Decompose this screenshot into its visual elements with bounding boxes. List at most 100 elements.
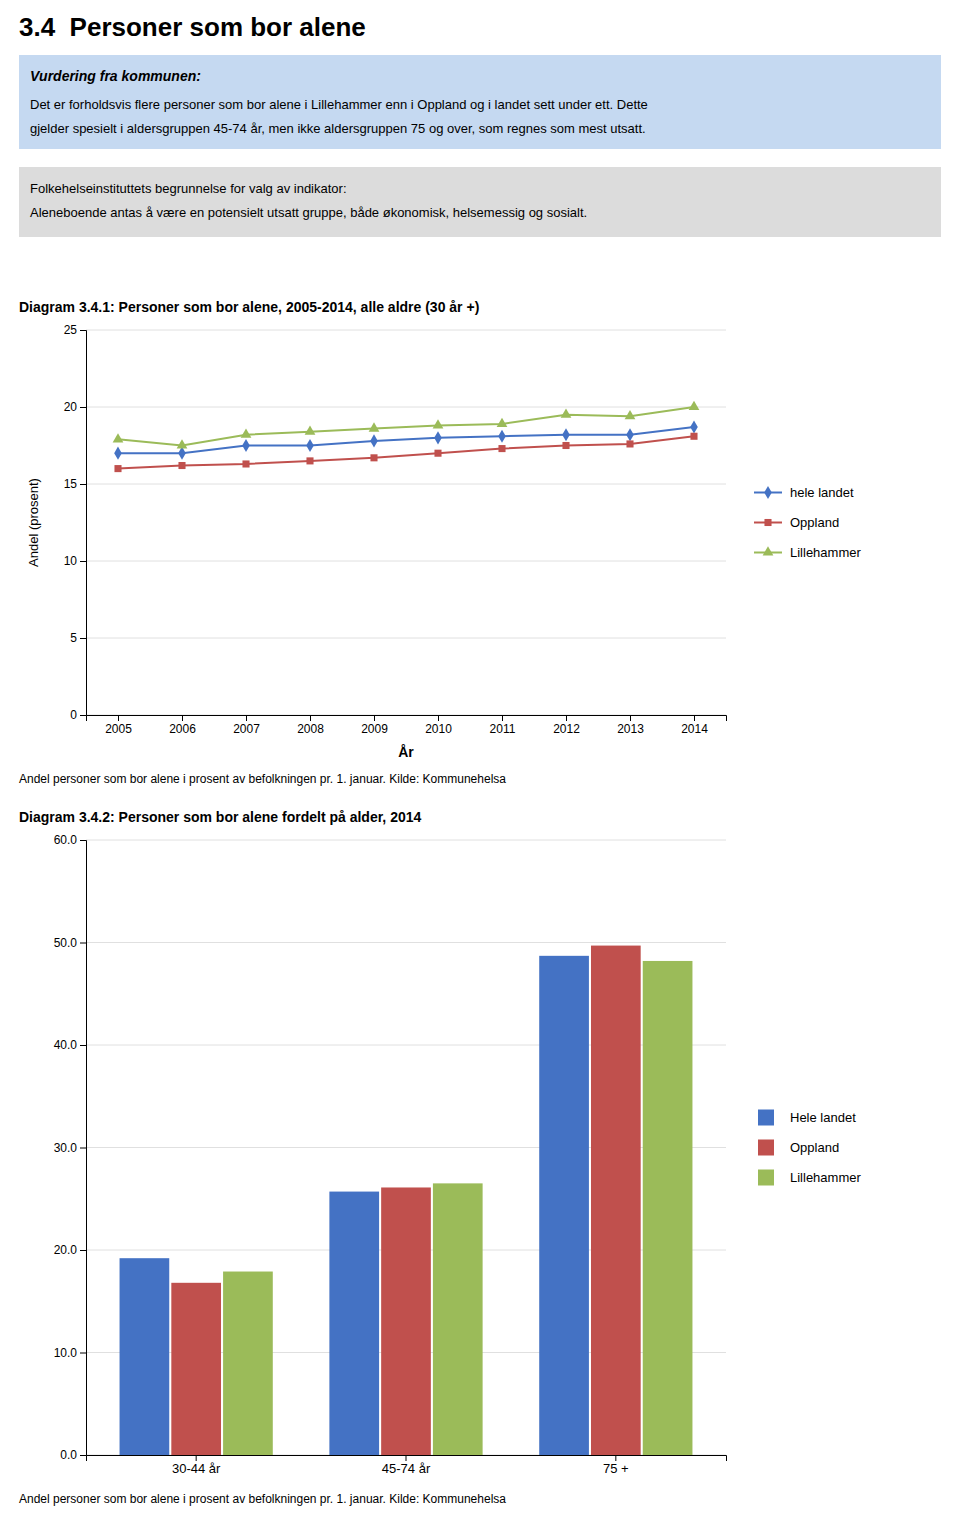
tick: 10 (64, 554, 86, 568)
tick-mark (80, 407, 86, 408)
tick-label: 30.0 (54, 1141, 78, 1155)
grid-line (86, 561, 726, 562)
bar (223, 1272, 273, 1455)
legend-swatch (758, 1110, 774, 1126)
grid-line (86, 942, 726, 943)
marker (626, 440, 633, 447)
bar (539, 956, 589, 1455)
chart: 0.010.020.030.040.050.060.030-44 år45-74… (19, 809, 861, 1506)
tick-label: 2006 (169, 722, 196, 736)
tick-mark (310, 715, 311, 721)
bar (329, 1192, 379, 1455)
series-line (118, 407, 694, 446)
y-axis: 0510152025 (64, 323, 87, 722)
bar (381, 1187, 431, 1455)
tick-mark (80, 840, 86, 841)
bar (171, 1283, 221, 1455)
bar (120, 1258, 170, 1455)
tick: 2005 (105, 715, 132, 736)
marker (241, 429, 252, 438)
text-box: Folkehelseinstituttets begrunnelse for v… (19, 167, 941, 237)
tick: 2014 (681, 715, 708, 736)
marker (434, 450, 441, 457)
marker (306, 457, 313, 464)
legend-swatch (758, 1140, 774, 1156)
tick-mark (438, 715, 439, 721)
tick-mark (196, 1455, 197, 1461)
marker (626, 428, 634, 441)
tick: 25 (64, 323, 86, 337)
text-box-line: gjelder spesielt i aldersgruppen 45-74 å… (30, 121, 646, 136)
tick-mark (615, 1455, 616, 1461)
bar (643, 961, 693, 1455)
tick-label: 0 (70, 708, 77, 722)
marker (178, 462, 185, 469)
text-box: Vurdering fra kommunen:Det er forholdsvi… (19, 55, 941, 149)
text-box-line: Aleneboende antas å være en potensielt u… (30, 205, 587, 220)
tick: 0.0 (60, 1448, 86, 1462)
plot-area (113, 401, 700, 472)
background (0, 0, 960, 1531)
x-axis: 30-44 år45-74 år75 + (87, 1455, 727, 1476)
bar (591, 946, 641, 1455)
marker (498, 430, 506, 443)
tick-label: 2013 (617, 722, 644, 736)
marker (177, 439, 188, 448)
tick: 10.0 (54, 1346, 86, 1360)
legend-item: Lillehammer (754, 545, 861, 560)
tick-label: 20 (64, 400, 78, 414)
tick: 60.0 (54, 833, 86, 847)
tick-label: 10.0 (54, 1346, 78, 1360)
legend-label: Hele landet (790, 1110, 856, 1125)
marker (625, 410, 636, 419)
grid-line (86, 840, 726, 841)
tick: 75 + (603, 1455, 629, 1476)
x-axis: 2005200620072008200920102011201220132014 (87, 715, 727, 736)
legend-marker (764, 486, 772, 499)
marker (689, 401, 700, 410)
axis-line (87, 1456, 727, 1462)
tick-mark (80, 330, 86, 331)
tick-label: 45-74 år (382, 1461, 431, 1476)
legend-swatch (758, 1170, 774, 1186)
marker (305, 425, 316, 434)
marker (370, 454, 377, 461)
text-box-line: Folkehelseinstituttets begrunnelse for v… (30, 181, 347, 196)
tick-label: 0.0 (60, 1448, 77, 1462)
tick-mark (80, 561, 86, 562)
tick: 2011 (490, 715, 516, 736)
marker (242, 460, 249, 467)
tick-label: 2010 (425, 722, 452, 736)
chart: 0510152025200520062007200820092010201120… (19, 299, 861, 786)
grid (86, 840, 726, 1455)
legend-item: Hele landet (758, 1110, 856, 1126)
axis-line (80, 331, 87, 716)
legend-item: Lillehammer (758, 1170, 861, 1186)
tick-label: 15 (64, 477, 78, 491)
legend-label: Lillehammer (790, 545, 861, 560)
marker (114, 447, 122, 460)
grid (86, 330, 726, 715)
chart-title: Diagram 3.4.1: Personer som bor alene, 2… (19, 299, 479, 315)
tick-mark (80, 1045, 86, 1046)
x-axis-title: År (398, 744, 414, 760)
tick-mark (80, 484, 86, 485)
marker (242, 439, 250, 452)
y-axis: 0.010.020.030.040.050.060.0 (54, 833, 87, 1462)
tick-label: 2007 (233, 722, 260, 736)
axis-line (80, 841, 87, 1456)
tick-label: 50.0 (54, 936, 78, 950)
y-axis-title: Andel (prosent) (26, 478, 41, 567)
marker (498, 445, 505, 452)
tick-mark (80, 638, 86, 639)
tick: 15 (64, 477, 86, 491)
marker (306, 439, 314, 452)
grid-line (86, 330, 726, 331)
tick-mark (246, 715, 247, 721)
tick-mark (566, 715, 567, 721)
tick-label: 2005 (105, 722, 132, 736)
tick-label: 75 + (603, 1461, 629, 1476)
marker (690, 433, 697, 440)
axis-line (87, 716, 727, 722)
text-box-title: Vurdering fra kommunen: (30, 68, 201, 84)
